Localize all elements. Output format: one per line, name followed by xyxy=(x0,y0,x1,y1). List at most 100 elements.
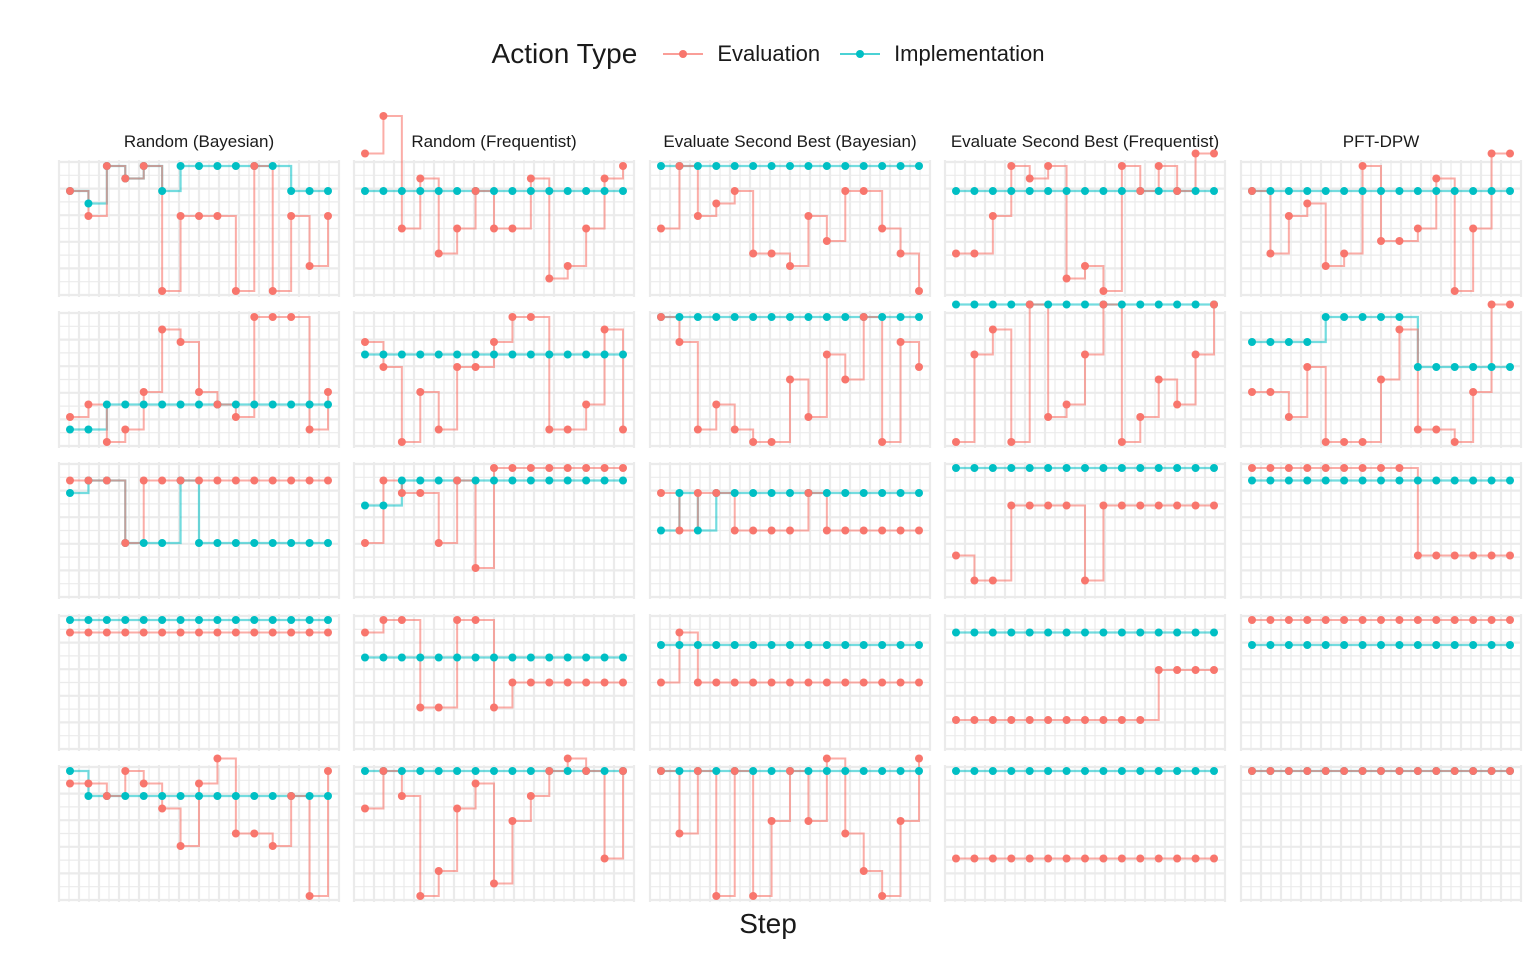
evaluation-point xyxy=(1413,224,1422,233)
implementation-point xyxy=(1303,338,1312,346)
implementation-point xyxy=(1450,363,1459,371)
evaluation-point xyxy=(158,476,167,485)
evaluation-point xyxy=(1025,300,1034,309)
implementation-point xyxy=(1432,476,1441,485)
implementation-point xyxy=(878,767,887,775)
legend-key-evaluation xyxy=(663,50,704,58)
evaluation-point xyxy=(767,817,776,825)
evaluation-point xyxy=(1117,501,1126,510)
evaluation-point xyxy=(102,476,111,485)
evaluation-point xyxy=(434,703,443,712)
implementation-point xyxy=(231,792,240,800)
implementation-point xyxy=(1358,187,1367,195)
implementation-point xyxy=(361,767,369,775)
implementation-point xyxy=(1136,767,1145,775)
legend-key-implementation xyxy=(840,50,881,58)
evaluation-point xyxy=(287,313,296,321)
evaluation-point xyxy=(416,388,425,396)
evaluation-point xyxy=(952,551,960,560)
evaluation-point xyxy=(324,767,332,775)
evaluation-point xyxy=(1358,438,1367,446)
implementation-point xyxy=(1248,641,1256,649)
evaluation-point xyxy=(490,224,498,233)
evaluation-point xyxy=(712,489,721,497)
evaluation-point xyxy=(176,628,185,637)
implementation-point xyxy=(1099,628,1108,637)
evaluation-point xyxy=(1469,388,1478,396)
implementation-point xyxy=(600,187,609,195)
implementation-point xyxy=(712,641,721,649)
implementation-point xyxy=(287,187,296,195)
implementation-point xyxy=(379,653,388,662)
implementation-point xyxy=(508,350,517,359)
implementation-point xyxy=(1191,187,1200,195)
implementation-point xyxy=(66,425,74,434)
implementation-point xyxy=(1044,464,1053,472)
implementation-point xyxy=(582,350,591,359)
evaluation-point xyxy=(139,162,148,170)
implementation-point xyxy=(712,162,721,170)
implementation-point xyxy=(600,653,609,662)
implementation-point xyxy=(84,425,93,434)
evaluation-point xyxy=(841,187,850,195)
evaluation-point xyxy=(287,628,296,637)
implementation-point xyxy=(730,313,739,321)
implementation-point xyxy=(268,792,277,800)
evaluation-point xyxy=(1062,274,1071,283)
implementation-point xyxy=(545,653,554,662)
evaluation-point xyxy=(1377,464,1385,472)
evaluation-point xyxy=(841,829,850,838)
implementation-point xyxy=(859,767,868,775)
evaluation-point xyxy=(657,489,665,497)
evaluation-point xyxy=(1210,666,1218,674)
implementation-point xyxy=(841,162,850,170)
implementation-point xyxy=(878,489,887,497)
panel-r3-c5 xyxy=(1239,462,1523,599)
evaluation-point xyxy=(767,438,776,446)
implementation-point xyxy=(545,476,554,485)
evaluation-point xyxy=(66,779,74,788)
implementation-point xyxy=(268,539,277,547)
implementation-point xyxy=(195,400,203,409)
evaluation-point xyxy=(250,162,259,170)
evaluation-point xyxy=(822,754,831,763)
evaluation-point xyxy=(915,526,923,535)
implementation-point xyxy=(767,313,776,321)
evaluation-point xyxy=(786,262,794,270)
panel-r3-c2 xyxy=(352,462,636,599)
implementation-point xyxy=(1432,641,1441,649)
implementation-point xyxy=(231,162,240,170)
implementation-point xyxy=(1062,300,1071,309)
implementation-point xyxy=(1191,628,1200,637)
panel-r3-c4 xyxy=(943,462,1227,599)
evaluation-point xyxy=(582,767,591,775)
evaluation-point xyxy=(379,112,388,120)
implementation-point xyxy=(730,641,739,649)
implementation-point xyxy=(305,792,314,800)
evaluation-point xyxy=(563,754,572,763)
implementation-point xyxy=(896,313,905,321)
evaluation-point xyxy=(1469,767,1478,775)
evaluation-point xyxy=(84,400,93,409)
evaluation-point xyxy=(1358,162,1367,170)
implementation-point xyxy=(66,616,74,624)
implementation-point xyxy=(1044,628,1053,637)
evaluation-point xyxy=(1358,464,1367,472)
evaluation-point xyxy=(1432,616,1441,624)
evaluation-point xyxy=(453,616,462,624)
panel-r4-c5 xyxy=(1239,614,1523,751)
evaluation-point xyxy=(786,678,794,687)
evaluation-line xyxy=(1252,152,1510,292)
evaluation-point xyxy=(1044,716,1053,724)
implementation-point xyxy=(1487,187,1496,195)
implementation-point xyxy=(490,476,498,485)
implementation-point xyxy=(952,464,960,472)
evaluation-point xyxy=(545,678,554,687)
implementation-point xyxy=(988,464,997,472)
implementation-point xyxy=(1136,464,1145,472)
evaluation-point xyxy=(896,338,905,346)
implementation-point xyxy=(416,476,425,485)
evaluation-point xyxy=(859,678,868,687)
implementation-point xyxy=(1413,476,1422,485)
evaluation-point xyxy=(471,564,480,572)
